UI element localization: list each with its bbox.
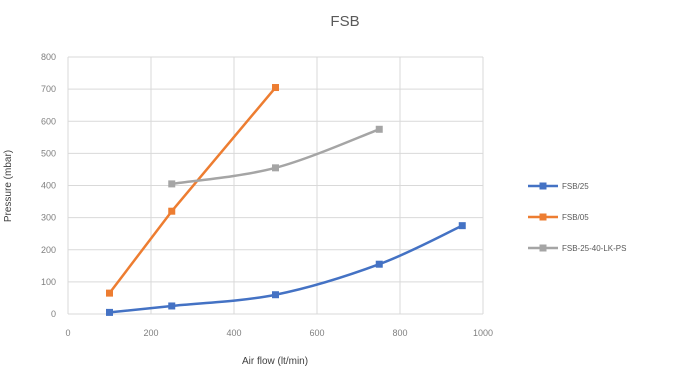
series-lines <box>106 84 466 316</box>
data-point <box>272 84 279 92</box>
data-point <box>106 308 113 316</box>
data-point <box>168 302 176 310</box>
legend-marker <box>539 182 547 190</box>
y-tick-label: 0 <box>51 309 56 319</box>
series-line-2 <box>108 86 277 295</box>
y-tick-label: 200 <box>41 245 56 255</box>
data-point <box>375 125 383 133</box>
y-tick-label: 500 <box>41 148 56 158</box>
data-point <box>375 260 383 268</box>
y-axis-ticks: 0 100 200 300 400 500 600 700 800 <box>41 52 56 319</box>
data-point <box>168 180 176 188</box>
x-tick-label: 600 <box>309 328 324 338</box>
series-line-1 <box>108 224 464 314</box>
y-axis-label: Pressure (mbar) <box>3 150 14 222</box>
legend-entry-3: FSB-25-40-LK-PS <box>528 244 626 253</box>
y-tick-label: 600 <box>41 116 56 126</box>
data-point <box>272 291 279 299</box>
data-point <box>168 207 176 215</box>
y-tick-label: 400 <box>41 181 56 191</box>
x-axis-label: Air flow (lt/min) <box>242 356 308 367</box>
legend: FSB/25 FSB/05 FSB-25-40-LK-PS <box>528 182 626 253</box>
y-tick-label: 300 <box>41 213 56 223</box>
y-tick-label: 800 <box>41 52 56 62</box>
data-point <box>272 164 279 172</box>
legend-label: FSB/05 <box>562 213 589 222</box>
legend-label: FSB-25-40-LK-PS <box>562 244 626 253</box>
data-point <box>106 289 113 297</box>
legend-marker <box>539 213 547 221</box>
x-tick-label: 0 <box>65 328 70 338</box>
x-tick-label: 400 <box>226 328 241 338</box>
y-tick-label: 100 <box>41 277 56 287</box>
x-tick-label: 200 <box>143 328 158 338</box>
x-tick-label: 800 <box>392 328 407 338</box>
chart-title: FSB <box>330 13 359 30</box>
grid-lines <box>67 56 484 315</box>
x-tick-label: 1000 <box>473 328 493 338</box>
legend-label: FSB/25 <box>562 182 589 191</box>
data-point <box>458 222 466 230</box>
y-tick-label: 700 <box>41 84 56 94</box>
legend-entry-2: FSB/05 <box>528 213 589 222</box>
legend-entry-1: FSB/25 <box>528 182 589 191</box>
x-axis-ticks: 0 200 400 600 800 1000 <box>65 328 493 338</box>
legend-marker <box>539 244 547 252</box>
